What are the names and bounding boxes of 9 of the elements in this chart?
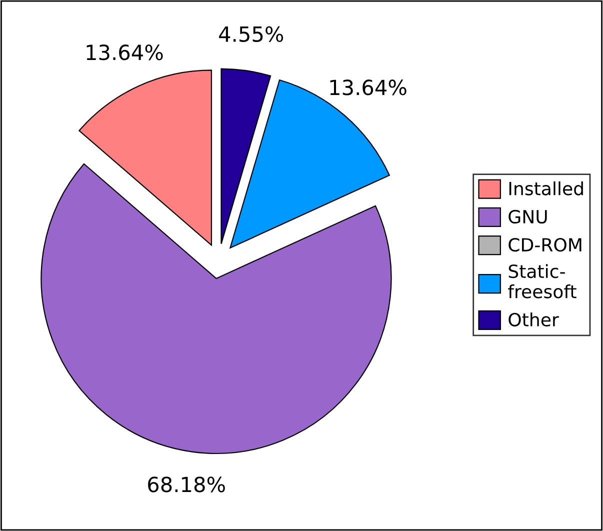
legend-label: Installed — [509, 181, 583, 196]
legend-label: CD-ROM — [508, 238, 582, 252]
data-label: 68.18% — [148, 476, 225, 492]
data-label: 13.64% — [86, 44, 163, 60]
legend-label: Static-freesoft — [508, 264, 576, 298]
legend-label: GNU — [508, 210, 547, 224]
legend-label: Other — [508, 312, 559, 326]
data-label: 13.64% — [330, 80, 406, 96]
data-label: 4.55% — [219, 26, 284, 42]
